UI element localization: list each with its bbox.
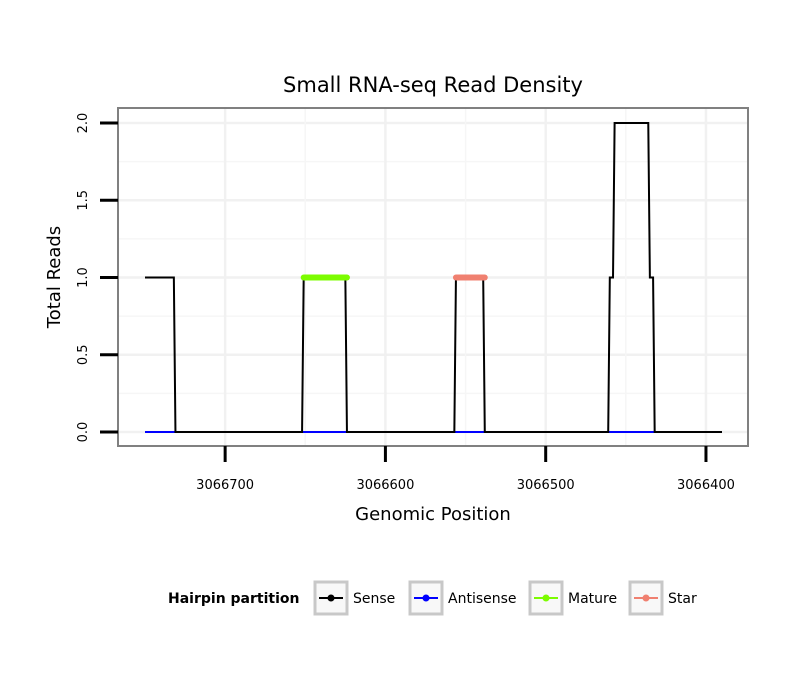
legend-key-dot: [542, 594, 550, 602]
y-tick-label: 0.5: [76, 344, 91, 365]
legend-label: Antisense: [448, 591, 517, 607]
y-axis-title: Total Reads: [44, 226, 65, 329]
x-axis-title: Genomic Position: [355, 504, 511, 525]
x-tick-label: 3066500: [517, 478, 575, 493]
series-layer: [145, 122, 722, 433]
legend-title: Hairpin partition: [168, 591, 299, 607]
chart-title: Small RNA-seq Read Density: [283, 73, 583, 97]
legend-key-dot: [422, 594, 430, 602]
legend: Hairpin partition Sense Antisense Mature St…: [168, 580, 697, 616]
legend-item-sense: Sense: [313, 580, 395, 616]
legend-label: Sense: [353, 591, 395, 607]
series-line-sense: [145, 122, 722, 433]
y-tick-label: 2.0: [76, 113, 91, 134]
y-axis: 0.0 0.5 1.0 1.5 2.0: [76, 113, 118, 443]
legend-label: Mature: [568, 591, 617, 607]
legend-item-mature: Mature: [528, 580, 617, 616]
x-tick-label: 3066700: [196, 478, 254, 493]
legend-key-dot: [642, 594, 650, 602]
legend-key-dot: [327, 594, 335, 602]
legend-label: Star: [668, 591, 697, 607]
x-tick-label: 3066600: [356, 478, 414, 493]
legend-item-star: Star: [628, 580, 697, 616]
x-tick-label: 3066400: [677, 478, 735, 493]
y-tick-label: 1.5: [76, 190, 91, 211]
legend-item-antisense: Antisense: [408, 580, 517, 616]
y-tick-label: 0.0: [76, 422, 91, 443]
x-axis: 3066700 3066600 3066500 3066400: [196, 446, 735, 493]
y-tick-label: 1.0: [76, 267, 91, 288]
